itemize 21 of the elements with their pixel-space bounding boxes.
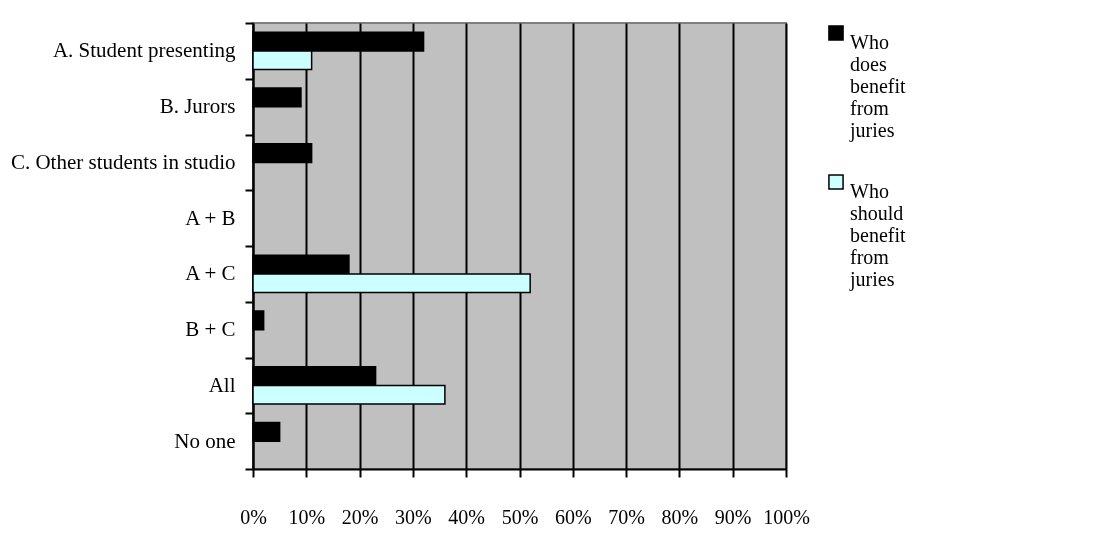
- x-tick-label: 20%: [341, 505, 379, 528]
- x-tick-label: 90%: [714, 505, 752, 528]
- y-tick-label: B + C: [185, 317, 236, 342]
- x-tick-label: 100%: [763, 505, 810, 528]
- x-tick-label: 40%: [448, 505, 486, 528]
- x-tick-label: 0%: [240, 505, 267, 528]
- legend-label: Who should benefit from juries: [849, 180, 906, 291]
- y-tick-label: A + C: [185, 261, 236, 286]
- y-tick-label: A + B: [185, 205, 236, 230]
- x-tick-label: 50%: [501, 505, 539, 528]
- x-tick-label: 30%: [395, 505, 432, 528]
- x-tick-label: 80%: [661, 505, 699, 528]
- x-tick-label: 10%: [288, 505, 326, 528]
- y-tick-label: No one: [174, 428, 236, 453]
- x-tick-label: 60%: [554, 505, 592, 528]
- y-tick-label: A. Student presenting: [52, 38, 236, 63]
- y-tick-label: C. Other students in studio: [10, 149, 236, 174]
- legend-label: Who does benefit from juries: [849, 31, 906, 142]
- y-tick-label: All: [208, 372, 236, 397]
- y-tick-label: B. Jurors: [159, 94, 236, 119]
- x-tick-label: 70%: [608, 505, 645, 528]
